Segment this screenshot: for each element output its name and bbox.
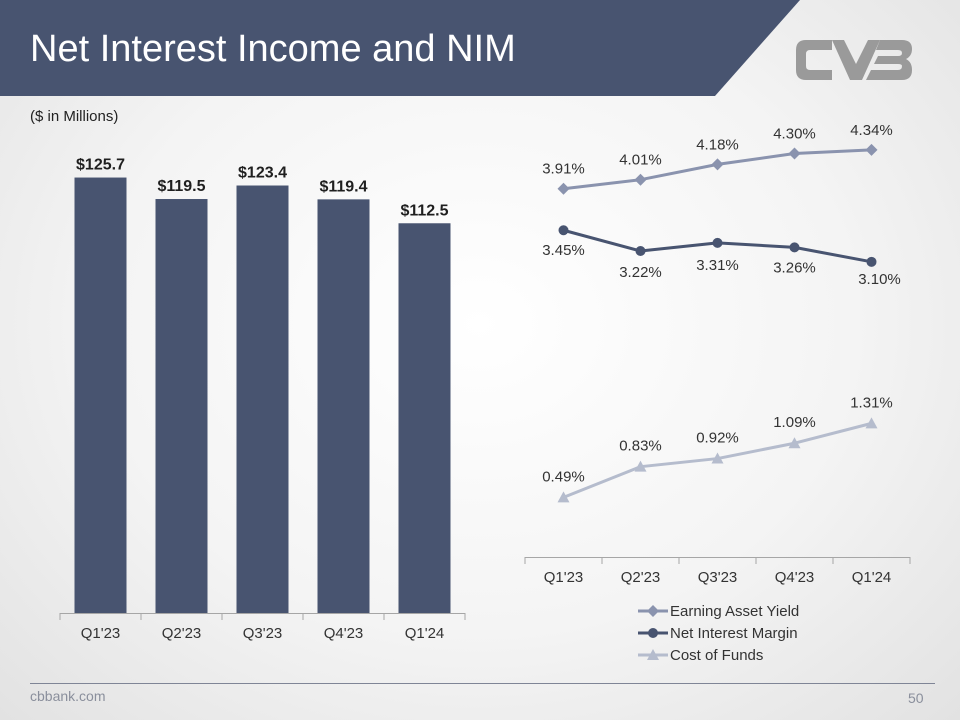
bar-category-label: Q3'23	[243, 625, 283, 642]
data-point-marker	[558, 225, 569, 236]
bar-category-label: Q1'23	[81, 625, 121, 642]
legend-item-cost-of-funds: Cost of Funds	[638, 644, 799, 666]
line-data-label: 3.22%	[619, 264, 662, 281]
line-data-label: 3.45%	[542, 242, 585, 259]
legend-label: Earning Asset Yield	[670, 602, 800, 620]
legend-label: Net Interest Margin	[670, 624, 798, 642]
bar	[398, 223, 451, 613]
units-subtitle: ($ in Millions)	[30, 108, 119, 125]
legend-item-net-interest-margin: Net Interest Margin	[638, 622, 799, 644]
bar-data-label: $119.4	[319, 178, 367, 195]
line-category-label: Q3'23	[698, 569, 738, 586]
line-category-label: Q1'23	[544, 569, 584, 586]
bar-data-label: $125.7	[76, 157, 125, 174]
footer-divider	[30, 683, 935, 684]
line-data-label: 3.31%	[696, 257, 739, 274]
data-point-marker	[557, 491, 570, 503]
data-point-marker	[634, 173, 647, 186]
line-data-label: 3.26%	[773, 259, 816, 276]
bar	[317, 199, 370, 613]
bar	[74, 177, 127, 613]
data-point-marker	[788, 437, 801, 449]
line-data-label: 1.31%	[850, 394, 893, 411]
line-data-label: 4.01%	[619, 152, 662, 169]
data-point-marker	[711, 158, 724, 171]
data-point-marker	[788, 147, 801, 160]
page-number: 50	[908, 690, 924, 706]
bar-data-label: $112.5	[400, 202, 448, 219]
line-data-label: 4.30%	[773, 126, 816, 143]
bar-category-label: Q2'23	[162, 625, 202, 642]
line-data-label: 0.83%	[619, 438, 662, 455]
bar-data-label: $119.5	[157, 178, 205, 195]
bar	[236, 185, 289, 613]
triangle-marker-icon	[638, 649, 668, 660]
line-category-label: Q1'24	[852, 569, 892, 586]
slide-title: Net Interest Income and NIM	[30, 28, 516, 70]
legend-item-earning-asset-yield: Earning Asset Yield	[638, 600, 799, 622]
data-point-marker	[557, 182, 570, 195]
line-data-label: 3.10%	[858, 271, 901, 288]
line-data-label: 4.18%	[696, 136, 739, 153]
footer-website: cbbank.com	[30, 688, 106, 704]
line-chart-legend: Earning Asset Yield Net Interest Margin …	[638, 600, 799, 666]
data-point-marker	[635, 246, 646, 256]
data-point-marker	[711, 452, 724, 464]
line-category-label: Q4'23	[775, 569, 815, 586]
data-point-marker	[712, 237, 723, 248]
diamond-marker-icon	[638, 605, 668, 617]
line-category-label: Q2'23	[621, 569, 661, 586]
data-point-marker	[865, 143, 878, 156]
circle-marker-icon	[638, 628, 668, 638]
data-point-marker	[866, 256, 877, 267]
data-point-marker	[634, 460, 647, 472]
title-banner	[0, 0, 800, 96]
line-data-label: 0.49%	[542, 468, 585, 485]
line-data-label: 3.91%	[542, 161, 585, 178]
line-data-label: 4.34%	[850, 122, 893, 139]
bar-data-label: $123.4	[238, 165, 287, 182]
bar-category-label: Q1'24	[405, 625, 445, 642]
line-data-label: 1.09%	[773, 414, 816, 431]
data-point-marker	[789, 242, 800, 253]
bar-category-label: Q4'23	[324, 625, 364, 642]
cvb-logo	[796, 40, 912, 80]
data-point-marker	[865, 417, 878, 429]
line-data-label: 0.92%	[696, 430, 739, 447]
bar	[155, 199, 208, 613]
legend-label: Cost of Funds	[670, 646, 764, 664]
